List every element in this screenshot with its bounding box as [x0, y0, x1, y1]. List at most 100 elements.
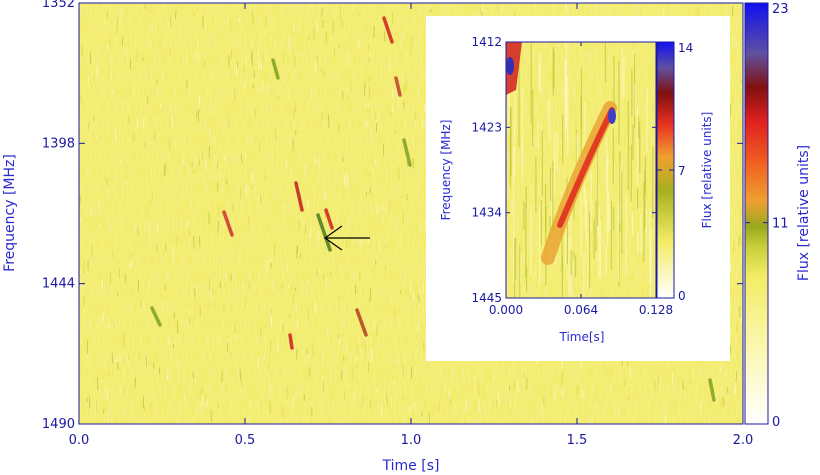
noise-streak	[723, 397, 725, 407]
x-tick-label: 0.064	[564, 303, 598, 317]
inset-burst-core	[557, 107, 615, 228]
noise-streak	[479, 6, 481, 16]
main-y-axis: 1352 1398 1444 1490	[42, 0, 743, 432]
noise-streak	[151, 218, 153, 226]
noise-streak	[349, 82, 352, 92]
x-tick-label: 0.0	[69, 433, 90, 448]
noise-streak	[89, 209, 92, 217]
noise-streak	[159, 103, 162, 110]
noise-streak	[80, 195, 82, 203]
noise-streak	[294, 130, 297, 135]
noise-streak	[385, 264, 387, 270]
noise-streak	[341, 370, 343, 381]
noise-streak	[233, 322, 236, 334]
noise-streak	[375, 122, 378, 133]
noise-streak	[513, 380, 515, 391]
main-x-axis-title: Time [s]	[382, 458, 440, 474]
inset-corner-peak	[506, 57, 514, 75]
noise-streak	[517, 380, 519, 392]
noise-streak	[284, 203, 286, 213]
noise-streak	[332, 22, 334, 35]
noise-streak	[276, 371, 279, 378]
noise-streak	[133, 134, 135, 142]
noise-streak	[325, 277, 328, 291]
inset-y-axis-title: Frequency [MHz]	[439, 120, 453, 221]
noise-streak	[187, 220, 190, 228]
burst-feature	[294, 181, 304, 212]
noise-streak	[386, 393, 388, 406]
x-tick-label: 0.128	[639, 303, 673, 317]
burst-feature	[402, 138, 412, 167]
noise-streak	[151, 194, 154, 204]
burst-feature	[316, 213, 332, 252]
inset-x-axis: 0.000 0.064 0.128	[489, 42, 673, 317]
noise-streak	[154, 129, 156, 140]
noise-streak	[247, 216, 250, 230]
y-tick-label: 1444	[42, 277, 75, 292]
noise-streak	[415, 302, 417, 308]
noise-streak	[391, 13, 394, 26]
noise-streak	[229, 20, 232, 27]
noise-streak	[106, 178, 108, 186]
noise-streak	[193, 236, 195, 249]
noise-streak	[364, 340, 366, 350]
noise-streak	[325, 30, 328, 44]
noise-streak	[324, 192, 327, 201]
x-tick-label: 1.5	[567, 433, 588, 448]
noise-streak	[192, 168, 195, 174]
noise-streak	[79, 197, 81, 206]
noise-streak	[120, 7, 122, 18]
burst-feature	[288, 333, 294, 350]
noise-streak	[359, 348, 362, 353]
noise-streak	[411, 36, 413, 47]
noise-streak	[116, 292, 119, 297]
noise-streak	[119, 387, 121, 393]
y-tick-label: 1352	[42, 0, 75, 11]
noise-streak	[618, 408, 620, 415]
noise-streak	[391, 89, 394, 100]
noise-streak	[224, 271, 227, 280]
noise-streak	[481, 11, 484, 16]
noise-streak	[251, 40, 253, 46]
noise-streak	[740, 316, 743, 323]
burst-feature	[382, 16, 394, 44]
noise-streak	[245, 57, 247, 68]
noise-streak	[219, 339, 222, 344]
colorbar-tick-label: 14	[678, 41, 693, 55]
main-colorbar-gradient	[744, 2, 769, 425]
noise-streak	[316, 21, 319, 32]
noise-streak	[95, 134, 98, 141]
burst-feature	[324, 208, 334, 230]
noise-streak	[403, 101, 405, 108]
noise-streak	[345, 239, 348, 247]
noise-streak	[365, 191, 368, 196]
noise-streak	[125, 180, 127, 185]
noise-streak	[396, 346, 399, 352]
noise-streak	[145, 355, 148, 367]
noise-streak	[139, 300, 142, 310]
noise-streak	[269, 401, 271, 414]
colorbar-tick-label: 11	[772, 217, 789, 232]
inset-burst-peak	[608, 108, 616, 124]
noise-streak	[341, 18, 343, 29]
noise-streak	[735, 41, 738, 46]
noise-streak	[393, 381, 396, 385]
noise-streak	[127, 115, 130, 124]
noise-streak	[150, 40, 152, 47]
noise-streak	[241, 380, 243, 387]
noise-streak	[99, 222, 101, 228]
noise-streak	[576, 386, 579, 395]
y-tick-label: 1398	[42, 136, 75, 151]
noise-streak	[116, 17, 119, 29]
noise-streak	[249, 400, 251, 409]
noise-streak	[134, 377, 137, 388]
noise-streak	[203, 60, 206, 68]
noise-streak	[368, 75, 370, 83]
main-colorbar-ticks: 0 11 23	[745, 2, 789, 430]
x-tick-label: 2.0	[733, 433, 754, 448]
noise-streak	[251, 9, 253, 17]
noise-streak	[259, 329, 262, 338]
noise-streak	[337, 334, 340, 339]
noise-streak	[288, 313, 291, 318]
